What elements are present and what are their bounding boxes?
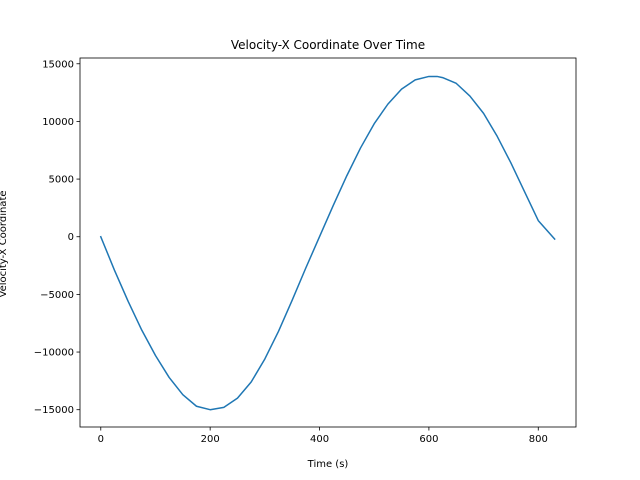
- axes: 0 200 400 600 800 −15000 −10000 −5000 0 5000 10000…: [34, 59, 548, 445]
- y-tick-label: −10000: [34, 348, 74, 359]
- x-tick-label: 800: [529, 434, 548, 445]
- y-axis-title: Velocity-X Coordinate: [0, 190, 9, 297]
- x-tick-label: 0: [98, 434, 104, 445]
- plot-frame: [79, 57, 577, 428]
- y-tick-label: 5000: [49, 175, 74, 186]
- series-layer: [99, 75, 556, 411]
- x-tick-label: 600: [419, 434, 438, 445]
- y-tick-label: −5000: [40, 290, 74, 301]
- y-tick-label: 10000: [42, 117, 74, 128]
- x-tick-label: 400: [310, 434, 329, 445]
- x-tick-label: 200: [201, 434, 220, 445]
- x-axis-title: Time (s): [307, 459, 349, 470]
- y-tick-label: 0: [68, 232, 74, 243]
- y-tick-label: −15000: [34, 405, 74, 416]
- series-line-0: [99, 75, 556, 411]
- chart-title: Velocity-X Coordinate Over Time: [231, 38, 425, 52]
- y-tick-label: 15000: [42, 59, 74, 70]
